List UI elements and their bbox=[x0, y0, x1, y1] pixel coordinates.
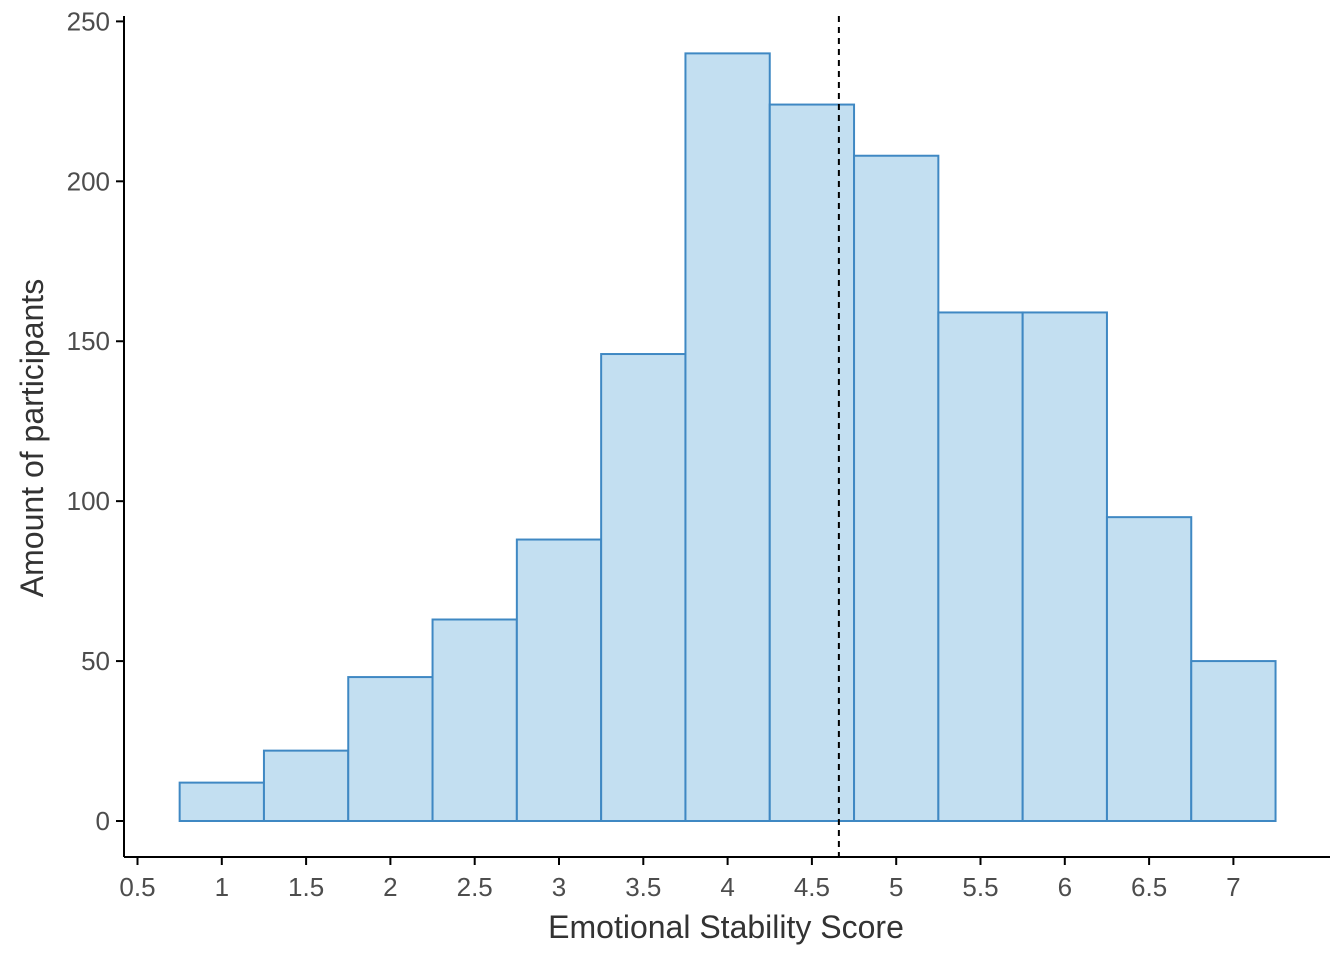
x-tick-label-4: 2.5 bbox=[457, 872, 493, 902]
histogram-bar-8 bbox=[853, 154, 940, 823]
y-axis-title: Amount of participants bbox=[14, 279, 50, 597]
x-tick-label-7: 4 bbox=[720, 872, 734, 902]
x-tick-label-12: 6.5 bbox=[1131, 872, 1167, 902]
x-tick-label-10: 5.5 bbox=[962, 872, 998, 902]
histogram-bar-5 bbox=[600, 353, 687, 822]
histogram-bar-11 bbox=[1105, 516, 1193, 822]
x-tick-label-8: 4.5 bbox=[794, 872, 830, 902]
y-tick-label-4: 200 bbox=[67, 166, 110, 196]
x-tick-label-3: 2 bbox=[383, 872, 397, 902]
histogram-bar-6 bbox=[684, 52, 771, 823]
histogram-bar-2 bbox=[347, 676, 434, 823]
histogram-bar-4 bbox=[515, 538, 603, 822]
x-axis-title: Emotional Stability Score bbox=[548, 909, 904, 945]
histogram-bar-3 bbox=[431, 618, 518, 822]
y-axis-ticks: 0 50 100 150 200 250 bbox=[67, 6, 124, 836]
x-tick-label-5: 3 bbox=[552, 872, 566, 902]
x-tick-label-9: 5 bbox=[889, 872, 903, 902]
x-tick-label-2: 1.5 bbox=[288, 872, 324, 902]
histogram-bar-9 bbox=[937, 311, 1024, 822]
bars-group bbox=[178, 52, 1277, 823]
y-tick-label-1: 50 bbox=[81, 646, 110, 676]
histogram-bar-12 bbox=[1190, 660, 1277, 823]
x-tick-label-0: 0.5 bbox=[119, 872, 155, 902]
y-tick-label-2: 100 bbox=[67, 486, 110, 516]
x-tick-label-11: 6 bbox=[1058, 872, 1072, 902]
histogram-bar-1 bbox=[262, 749, 350, 822]
y-tick-label-5: 250 bbox=[67, 6, 110, 36]
histogram-bar-0 bbox=[178, 781, 265, 822]
x-tick-label-6: 3.5 bbox=[625, 872, 661, 902]
y-tick-label-0: 0 bbox=[96, 806, 110, 836]
x-axis-ticks: 0.5 1 1.5 2 2.5 3 3.5 4 4.5 5 5.5 6 6.5 7 bbox=[119, 857, 1241, 902]
y-tick-label-3: 150 bbox=[67, 326, 110, 356]
x-tick-label-1: 1 bbox=[215, 872, 229, 902]
histogram-bar-7 bbox=[768, 103, 856, 822]
x-tick-label-13: 7 bbox=[1226, 872, 1240, 902]
histogram-bar-10 bbox=[1021, 311, 1108, 822]
